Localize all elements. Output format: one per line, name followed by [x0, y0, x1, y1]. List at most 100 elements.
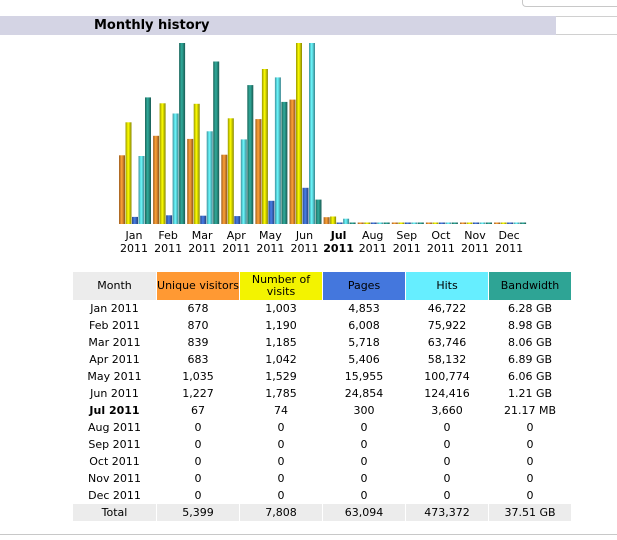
month-label-year: 2011: [392, 242, 421, 255]
month-label-year: 2011: [495, 242, 524, 255]
bar-bandwidth-sep: [417, 222, 424, 224]
cell-visits: 1,190: [265, 319, 297, 332]
cell-month: Total: [73, 504, 156, 521]
bar-hits-feb: [172, 113, 179, 224]
cell-visitors: 0: [194, 421, 202, 434]
cell-month: May 2011: [87, 370, 142, 383]
bar-hits-may: [274, 77, 281, 225]
bar-unique-visitors-jun: [289, 99, 296, 224]
cell-bandwidth: 0: [526, 421, 534, 434]
cell-hits: 63,746: [427, 336, 467, 349]
cell-hits: 0: [443, 472, 451, 485]
bar-bandwidth-jan: [145, 97, 151, 224]
bar-bandwidth-jun: [315, 199, 322, 224]
cell-month: Nov 2011: [88, 472, 141, 485]
col-header-unique-visitors: Unique visitors: [157, 272, 239, 300]
cell-bandwidth: 6.89 GB: [507, 353, 553, 366]
cell-visits: 0: [277, 455, 285, 468]
table-row: Jul 2011 67 74 300 3,660 21.17 MB: [73, 402, 571, 419]
cell-hits: 473,372: [406, 504, 488, 521]
cell-visitors: 870: [187, 319, 209, 332]
month-label-month: Apr: [226, 229, 246, 242]
cell-pages: 15,955: [344, 370, 384, 383]
table-row: May 2011 1,035 1,529 15,955 100,774 6.06 GB: [73, 368, 571, 385]
month-label-month: Mar: [191, 229, 213, 242]
cell-month: Feb 2011: [89, 319, 140, 332]
bar-number-of-visits-jul: [330, 216, 337, 224]
table-row: Jun 2011 1,227 1,785 24,854 124,416 1.21 GB: [73, 385, 571, 402]
month-label-month: Nov: [464, 229, 486, 242]
bar-pages-jul: [336, 222, 343, 224]
bar-number-of-visits-jan: [125, 122, 132, 224]
cell-month: Sep 2011: [88, 438, 141, 451]
month-label-month: Feb: [158, 229, 178, 242]
bar-unique-visitors-nov: [460, 222, 466, 224]
bar-number-of-visits-apr: [227, 118, 234, 224]
cell-pages: 300: [353, 404, 375, 417]
cell-visitors: 678: [187, 302, 209, 315]
month-label-sep: Sep 2011: [390, 229, 424, 255]
cell-visits: 0: [277, 438, 285, 451]
table-header-row: Month Unique visitors Number of visits P…: [73, 272, 571, 300]
cell-pages: 0: [360, 438, 368, 451]
table-row: Apr 2011 683 1,042 5,406 58,132 6.89 GB: [73, 351, 571, 368]
cell-bandwidth: 0: [526, 455, 534, 468]
bar-unique-visitors-sep: [391, 222, 398, 224]
bar-pages-nov: [473, 222, 479, 224]
month-label-jun: Jun 2011: [288, 229, 322, 255]
cell-bandwidth: 6.06 GB: [507, 370, 553, 383]
bar-pages-dec: [507, 222, 514, 224]
bar-pages-may: [268, 200, 275, 224]
cell-pages: 0: [360, 455, 368, 468]
bar-bandwidth-apr: [247, 85, 254, 224]
cell-bandwidth: 21.17 MB: [503, 404, 557, 417]
cell-visits: 1,185: [265, 336, 297, 349]
cell-pages: 0: [360, 472, 368, 485]
bar-bandwidth-dec: [520, 222, 527, 224]
cell-hits: 0: [443, 455, 451, 468]
bar-number-of-visits-dec: [500, 222, 507, 224]
cell-visitors: 839: [187, 336, 209, 349]
month-label-dec: Dec 2011: [492, 229, 526, 255]
cell-visits: 1,003: [265, 302, 297, 315]
bar-hits-apr: [240, 139, 247, 224]
cell-month: Dec 2011: [88, 489, 141, 502]
cell-month: Jul 2011: [89, 404, 140, 417]
month-label-month: Jun: [295, 229, 314, 242]
cell-month: Mar 2011: [88, 336, 141, 349]
cell-visitors: 1,227: [182, 387, 214, 400]
month-label-month: May: [259, 229, 282, 242]
month-label-month: Jul: [330, 229, 347, 242]
bar-number-of-visits-feb: [159, 103, 166, 224]
monthly-history-table: Month Unique visitors Number of visits P…: [72, 272, 572, 521]
cell-pages: 6,008: [348, 319, 380, 332]
bar-hits-sep: [411, 222, 418, 224]
cell-hits: 58,132: [427, 353, 467, 366]
col-header-month: Month: [73, 272, 156, 300]
cell-hits: 0: [443, 421, 451, 434]
table-row: Feb 2011 870 1,190 6,008 75,922 8.98 GB: [73, 317, 571, 334]
bar-number-of-visits-oct: [432, 222, 439, 224]
table-row: Jan 2011 678 1,003 4,853 46,722 6.28 GB: [73, 300, 571, 317]
bar-unique-visitors-apr: [221, 154, 228, 224]
month-label-year: 2011: [461, 242, 489, 255]
cell-visitors: 0: [194, 489, 202, 502]
cell-pages: 4,853: [348, 302, 380, 315]
bar-unique-visitors-aug: [357, 222, 364, 224]
bar-unique-visitors-oct: [425, 222, 432, 224]
bar-bandwidth-mar: [213, 61, 220, 224]
cell-pages: 63,094: [323, 504, 405, 521]
cell-pages: 0: [360, 489, 368, 502]
cell-bandwidth: 8.98 GB: [507, 319, 553, 332]
bar-number-of-visits-nov: [466, 222, 473, 224]
table-row: Dec 2011 0 0 0 0 0: [73, 487, 571, 504]
bar-hits-jan: [138, 156, 145, 224]
bar-unique-visitors-dec: [494, 222, 501, 224]
cell-pages: 24,854: [344, 387, 384, 400]
month-label-nov: Nov 2011: [458, 229, 492, 255]
cell-hits: 0: [443, 438, 451, 451]
month-label-year: 2011: [188, 242, 217, 255]
bar-bandwidth-jul: [349, 222, 356, 224]
footer-divider: [0, 534, 617, 535]
monthly-history-chart: [119, 43, 527, 225]
